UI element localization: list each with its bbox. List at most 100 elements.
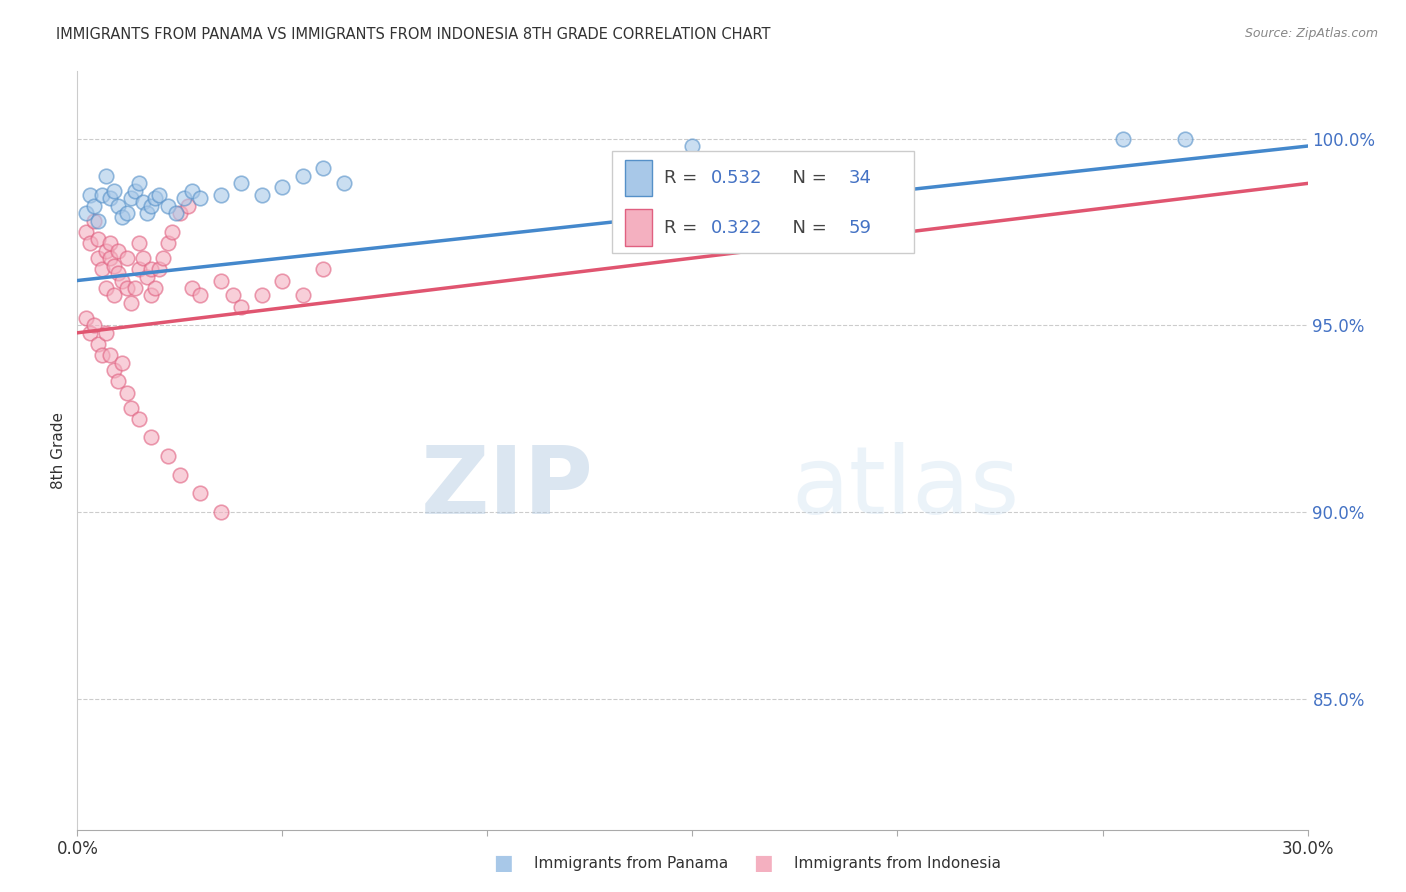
Point [75, 225, 97, 239]
Point [141, 288, 163, 302]
Point [90, 187, 114, 202]
Point [181, 281, 204, 295]
Point [79, 236, 101, 251]
Text: 0.322: 0.322 [711, 219, 762, 236]
Text: IMMIGRANTS FROM PANAMA VS IMMIGRANTS FROM INDONESIA 8TH GRADE CORRELATION CHART: IMMIGRANTS FROM PANAMA VS IMMIGRANTS FRO… [56, 27, 770, 42]
Point [188, 486, 212, 500]
Point [79, 187, 101, 202]
Point [107, 244, 129, 258]
Point [115, 385, 138, 400]
Point [128, 236, 150, 251]
Point [98, 251, 121, 265]
Point [169, 206, 191, 220]
Text: Immigrants from Panama: Immigrants from Panama [534, 856, 728, 871]
Point [181, 184, 204, 198]
Point [188, 191, 212, 205]
Point [156, 236, 179, 251]
Point [209, 187, 232, 202]
Point [169, 467, 191, 482]
Point [98, 348, 121, 362]
Point [124, 184, 146, 198]
Point [136, 206, 159, 220]
Point [132, 251, 155, 265]
Text: R =: R = [664, 169, 703, 187]
Point [128, 177, 150, 191]
Point [333, 177, 356, 191]
Point [87, 337, 110, 351]
Point [141, 199, 163, 213]
Text: 0.532: 0.532 [711, 169, 762, 187]
Point [75, 206, 97, 220]
Point [79, 326, 101, 340]
Point [682, 139, 704, 153]
Point [107, 266, 129, 280]
Text: N =: N = [782, 219, 832, 236]
Point [75, 310, 97, 325]
Point [115, 281, 138, 295]
Point [120, 296, 142, 310]
Point [87, 251, 110, 265]
Point [143, 191, 166, 205]
Point [111, 273, 134, 287]
Text: Source: ZipAtlas.com: Source: ZipAtlas.com [1244, 27, 1378, 40]
Point [141, 430, 163, 444]
Point [94, 244, 117, 258]
Text: 34: 34 [849, 169, 872, 187]
Point [83, 199, 105, 213]
Point [115, 206, 138, 220]
Point [177, 199, 200, 213]
Point [94, 326, 117, 340]
Point [107, 375, 129, 389]
Point [231, 177, 253, 191]
Point [94, 169, 117, 183]
Point [94, 281, 117, 295]
Point [83, 318, 105, 333]
Text: atlas: atlas [792, 442, 1019, 534]
Point [222, 288, 245, 302]
Point [124, 281, 146, 295]
Point [120, 401, 142, 415]
Point [90, 262, 114, 277]
Point [83, 213, 105, 227]
Point [87, 232, 110, 246]
Point [132, 195, 155, 210]
Point [312, 262, 335, 277]
Point [152, 251, 174, 265]
Point [148, 262, 170, 277]
Point [98, 191, 121, 205]
Text: ■: ■ [494, 854, 513, 873]
Point [209, 505, 232, 519]
Point [165, 206, 187, 220]
Point [107, 199, 129, 213]
Point [103, 288, 125, 302]
Point [312, 161, 335, 176]
Text: R =: R = [664, 219, 703, 236]
Point [156, 199, 179, 213]
Point [90, 348, 114, 362]
Point [87, 213, 110, 227]
FancyBboxPatch shape [613, 151, 914, 253]
Point [148, 187, 170, 202]
Point [136, 269, 159, 284]
FancyBboxPatch shape [624, 210, 652, 245]
Point [250, 187, 273, 202]
Text: ZIP: ZIP [422, 442, 595, 534]
Point [173, 191, 195, 205]
Point [98, 236, 121, 251]
Point [209, 273, 232, 287]
Point [271, 273, 294, 287]
Y-axis label: 8th Grade: 8th Grade [51, 412, 66, 489]
Text: ■: ■ [754, 854, 773, 873]
Point [103, 184, 125, 198]
Point [103, 259, 125, 273]
Text: N =: N = [782, 169, 832, 187]
Point [115, 251, 138, 265]
Text: 59: 59 [849, 219, 872, 236]
Point [111, 356, 134, 370]
Point [291, 169, 314, 183]
Point [188, 288, 212, 302]
Point [103, 363, 125, 377]
Point [291, 288, 314, 302]
Point [156, 449, 179, 463]
Point [250, 288, 273, 302]
